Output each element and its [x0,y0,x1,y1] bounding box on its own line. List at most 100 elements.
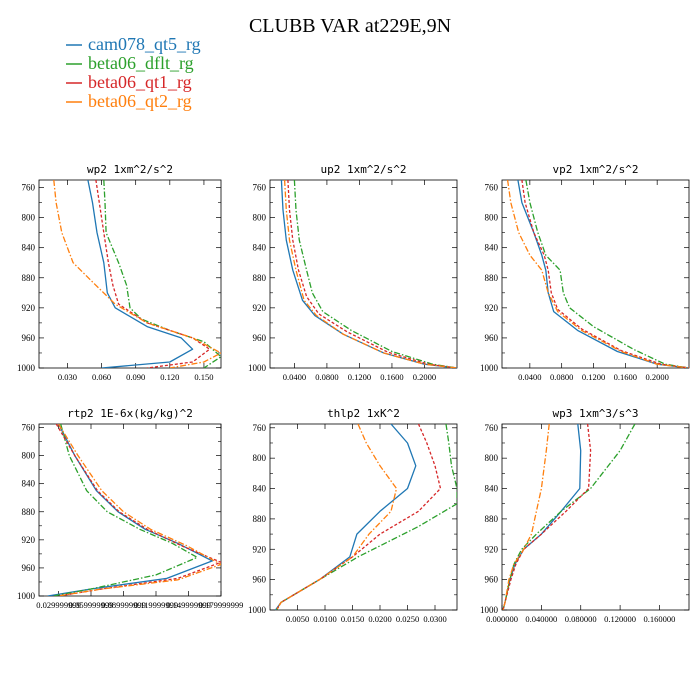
series-line [521,180,689,368]
ytick-label: 760 [485,183,499,193]
ytick-label: 920 [485,303,499,313]
legend: cam078_qt5_rgbeta06_dflt_rgbeta06_qt1_rg… [66,34,201,111]
xtick-label: 0.0800 [550,372,573,382]
ytick-label: 1000 [17,591,36,601]
series-line [276,424,398,610]
panel-title: up2 1xm^2/s^2 [320,163,406,176]
ytick-label: 1000 [480,363,499,373]
series-line [103,180,221,368]
plot-frame [269,179,458,369]
xtick-label: 0.1200 [582,372,605,382]
xtick-label: 0.029999999 [36,600,81,610]
series-line [280,180,457,368]
ytick-label: 760 [22,423,36,433]
ytick-label: 920 [22,535,36,545]
panel-title: thlp2 1xK^2 [327,407,400,420]
xtick-label: 0.0400 [283,372,306,382]
legend-entry: beta06_dflt_rg [66,53,194,73]
legend-entry: cam078_qt5_rg [66,34,201,54]
series-line [517,180,689,368]
series-line [274,424,417,610]
xtick-label: 0.0200 [368,614,391,624]
xtick-label: 0.080000 [565,614,597,624]
series-line [502,424,636,610]
xtick-label: 0.1600 [614,372,637,382]
xtick-label: 0.0250 [396,614,419,624]
ytick-label: 760 [22,183,36,193]
panel-title: wp3 1xm^3/s^3 [552,407,638,420]
xtick-label: 0.119999999 [134,600,178,610]
ytick-label: 880 [22,273,36,283]
ytick-label: 1000 [248,605,267,615]
series-line [87,180,194,368]
xtick-label: 0.090 [126,372,145,382]
figure-title: CLUBB VAR at229E,9N [249,15,451,37]
ytick-label: 880 [485,514,499,524]
ytick-label: 960 [485,333,499,343]
ytick-label: 840 [22,479,36,489]
ytick-label: 960 [253,575,267,585]
legend-label: cam078_qt5_rg [88,34,201,54]
panels: wp2 1xm^2/s^2 760 800 840 880 920 960 1000 0.030… [17,163,690,624]
panel-5: thlp2 1xK^2 760 800 840 880 920 960 1000 0.0050 0… [248,407,458,624]
panel-6: wp3 1xm^3/s^3 760 800 840 880 920 960 10000.000… [480,407,690,624]
series-line [293,180,457,368]
ytick-label: 960 [485,575,499,585]
xtick-label: 0.179999999 [199,600,244,610]
ytick-label: 760 [253,423,267,433]
ytick-label: 760 [485,423,499,433]
ytick-label: 1000 [17,363,36,373]
ytick-label: 960 [253,333,267,343]
xtick-label: 0.0150 [341,614,364,624]
series-line [95,180,211,368]
series-line [47,424,213,596]
xtick-label: 0.040000 [525,614,557,624]
series-line [53,180,221,368]
xtick-label: 0.060 [92,372,111,382]
xtick-label: 0.1600 [380,372,403,382]
legend-entry: beta06_qt1_rg [66,72,192,92]
ytick-label: 960 [22,333,36,343]
ytick-label: 880 [485,273,499,283]
panel-4: rtp2 1E-6x(kg/kg)^2 760 800 840 880 920 960 100… [17,407,243,610]
series-line [287,180,457,368]
ytick-label: 920 [253,303,267,313]
panel-title: wp2 1xm^2/s^2 [87,163,173,176]
ytick-label: 800 [253,453,267,463]
ytick-label: 880 [22,507,36,517]
ytick-label: 840 [253,243,267,253]
series-line [502,424,582,610]
plot-frame [269,423,458,611]
xtick-label: 0.150 [194,372,213,382]
ytick-label: 840 [22,243,36,253]
xtick-label: 0.120 [160,372,179,382]
xtick-label: 0.000000 [486,614,518,624]
ytick-label: 880 [253,514,267,524]
ytick-label: 840 [485,484,499,494]
xtick-label: 0.030 [58,372,77,382]
plot-frame [501,423,690,611]
ytick-label: 960 [22,563,36,573]
legend-label: beta06_qt2_rg [88,91,192,111]
xtick-label: 0.089999999 [101,600,146,610]
xtick-label: 0.160000 [644,614,676,624]
legend-label: beta06_qt1_rg [88,72,192,92]
xtick-label: 0.1200 [348,372,371,382]
ytick-label: 800 [253,213,267,223]
ytick-label: 800 [22,451,36,461]
xtick-label: 0.120000 [604,614,636,624]
ytick-label: 800 [485,213,499,223]
xtick-label: 0.0050 [286,614,309,624]
panel-title: vp2 1xm^2/s^2 [552,163,638,176]
plot-frame [38,423,222,597]
ytick-label: 880 [253,273,267,283]
xtick-label: 0.0100 [313,614,336,624]
ytick-label: 920 [485,544,499,554]
xtick-label: 0.059999999 [69,600,114,610]
series-line [502,424,592,610]
series-line [52,424,198,596]
ytick-label: 840 [253,484,267,494]
series-line [276,424,442,610]
series-line [506,180,689,368]
